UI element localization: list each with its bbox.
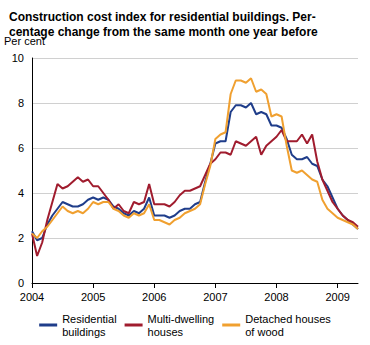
svg-text:of wood: of wood [245,326,284,338]
svg-text:2005: 2005 [81,291,105,303]
svg-text:6: 6 [18,142,24,154]
svg-text:Per cent: Per cent [4,34,45,47]
svg-text:10: 10 [12,52,24,64]
svg-text:2007: 2007 [203,291,227,303]
svg-text:houses: houses [148,326,184,338]
svg-text:Construction cost index for re: Construction cost index for residential … [9,10,316,24]
svg-text:2008: 2008 [264,291,288,303]
svg-text:4: 4 [18,187,24,199]
svg-text:2004: 2004 [20,291,44,303]
svg-text:8: 8 [18,97,24,109]
svg-text:Residential: Residential [62,313,116,325]
svg-text:Multi-dwelling: Multi-dwelling [148,313,215,325]
svg-text:2006: 2006 [142,291,166,303]
svg-text:2: 2 [18,232,24,244]
svg-text:centage change from the same m: centage change from the same month one y… [9,25,318,39]
svg-text:0: 0 [18,277,24,289]
svg-text:Detached houses: Detached houses [245,313,331,325]
svg-text:buildings: buildings [62,326,106,338]
svg-text:2009: 2009 [325,291,349,303]
